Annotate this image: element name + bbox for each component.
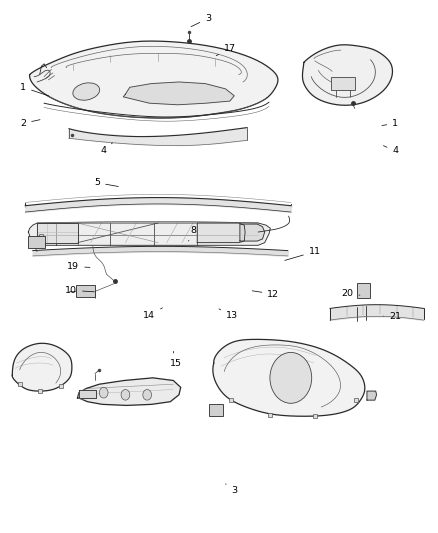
Circle shape — [99, 387, 108, 398]
Text: 4: 4 — [383, 146, 398, 156]
Polygon shape — [197, 223, 245, 243]
Polygon shape — [69, 127, 247, 146]
Text: 3: 3 — [191, 14, 211, 27]
Text: 10: 10 — [65, 286, 94, 295]
Circle shape — [143, 390, 152, 400]
Text: 14: 14 — [143, 308, 162, 320]
FancyBboxPatch shape — [28, 236, 45, 248]
Circle shape — [121, 390, 130, 400]
Circle shape — [270, 352, 312, 403]
Text: 11: 11 — [285, 247, 321, 261]
Text: 8: 8 — [188, 226, 196, 241]
Text: 12: 12 — [252, 289, 279, 298]
FancyBboxPatch shape — [357, 284, 370, 298]
Polygon shape — [78, 378, 181, 406]
Text: 15: 15 — [170, 351, 181, 367]
FancyBboxPatch shape — [209, 405, 223, 416]
FancyBboxPatch shape — [331, 77, 355, 91]
Text: 1: 1 — [20, 83, 49, 96]
Polygon shape — [123, 82, 234, 105]
Polygon shape — [30, 41, 278, 118]
Text: 4: 4 — [101, 143, 113, 156]
Text: 13: 13 — [219, 309, 238, 320]
Polygon shape — [79, 390, 96, 398]
Polygon shape — [240, 224, 265, 241]
Ellipse shape — [73, 83, 100, 100]
Polygon shape — [28, 223, 270, 245]
Text: 17: 17 — [216, 44, 236, 56]
Text: 21: 21 — [384, 312, 401, 321]
Polygon shape — [367, 391, 377, 400]
Text: 5: 5 — [94, 178, 118, 187]
FancyBboxPatch shape — [76, 285, 95, 297]
Polygon shape — [214, 340, 365, 416]
Text: 1: 1 — [382, 119, 398, 128]
Text: 19: 19 — [67, 262, 90, 271]
Polygon shape — [37, 223, 78, 243]
Polygon shape — [12, 343, 72, 391]
Text: 20: 20 — [341, 288, 360, 297]
Text: 2: 2 — [20, 119, 40, 128]
Text: 3: 3 — [226, 484, 237, 495]
Polygon shape — [303, 45, 392, 105]
